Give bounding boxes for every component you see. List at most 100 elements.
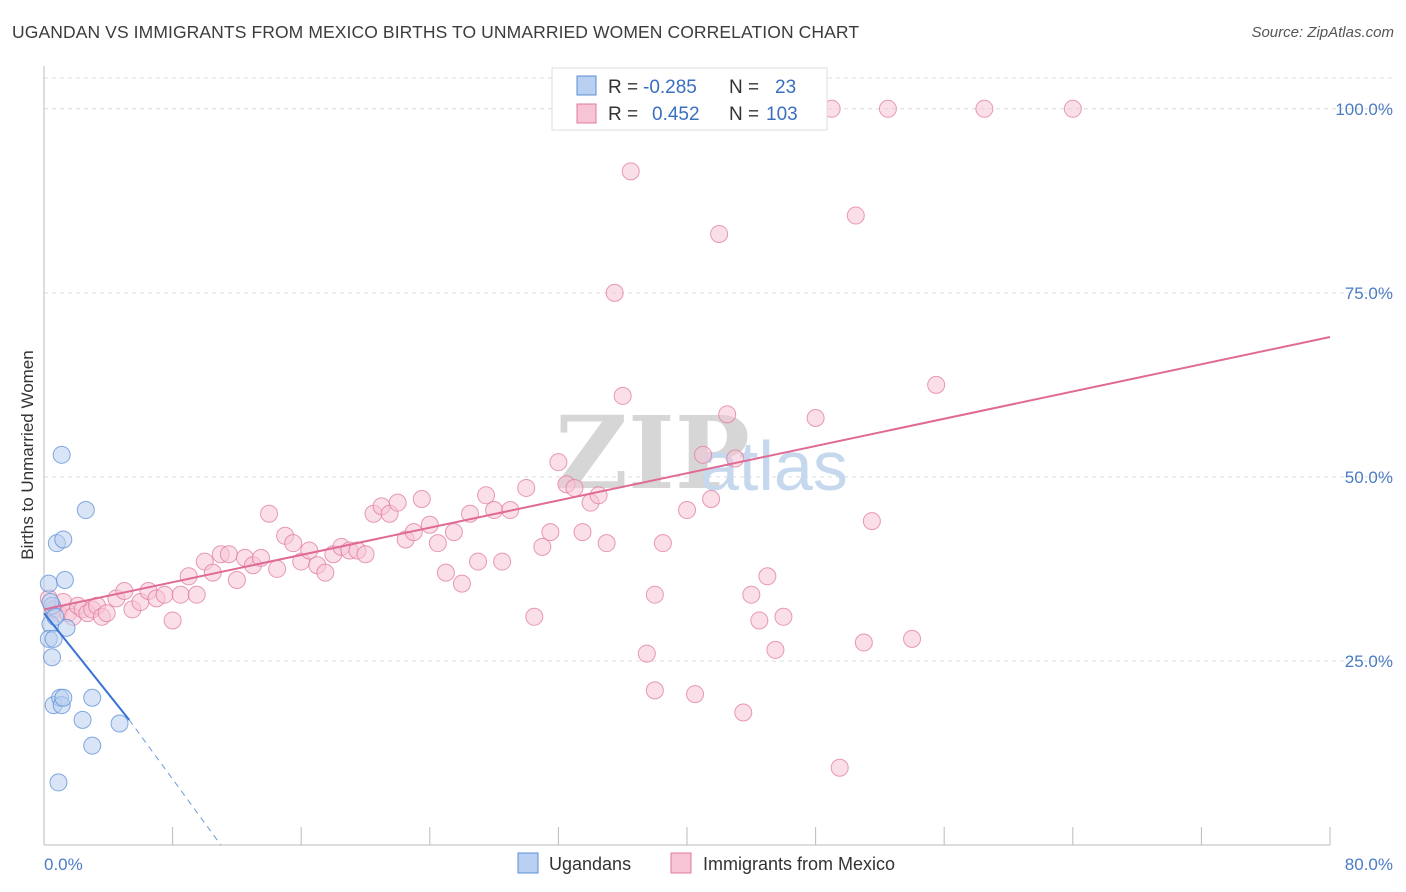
mexico-point-59 [477, 486, 496, 505]
mexico-point-80 [645, 681, 664, 700]
mexico-point-58 [469, 552, 488, 571]
ugandan-point-20 [49, 773, 68, 792]
legend-r-label-2: R = [608, 104, 638, 125]
mexico-point-54 [436, 563, 455, 582]
y-tick-label-1: 50.0% [1345, 468, 1393, 487]
mexico-point-81 [678, 501, 696, 520]
mexico-point-96 [830, 758, 849, 777]
mexico-point-77 [645, 585, 664, 604]
legend-n-value-2: 103 [766, 104, 798, 125]
mexico-point-90 [750, 611, 769, 630]
mexico-point-98 [854, 633, 873, 652]
mexico-point-44 [356, 545, 375, 564]
mexico-point-78 [653, 534, 672, 553]
mexico-point-103 [975, 99, 994, 118]
legend-r-value-2: 0.452 [652, 104, 700, 125]
mexico-point-73 [597, 534, 616, 553]
ugandan-point-7 [52, 445, 71, 464]
mexico-point-33 [268, 559, 287, 578]
mexico-point-83 [694, 445, 713, 464]
grid-lines [44, 77, 1392, 662]
y-tick-label-3: 100.0% [1335, 100, 1393, 119]
mexico-point-55 [444, 523, 463, 542]
ugandan-point-0 [39, 574, 58, 593]
mexico-point-74 [613, 386, 632, 405]
ugandan-trend-extension [128, 719, 222, 846]
ugandan-point-15 [54, 688, 73, 707]
mexico-point-70 [573, 523, 592, 542]
mexico-point-79 [637, 644, 656, 663]
ugandan-point-18 [83, 736, 102, 755]
mexico-point-85 [710, 224, 729, 243]
ugandan-point-22 [46, 607, 65, 626]
mexico-point-20 [163, 611, 182, 630]
mexico-point-99 [862, 512, 881, 531]
mexico-point-52 [420, 515, 439, 534]
axes [43, 66, 1331, 846]
ugandan-trend-line [43, 612, 130, 721]
mexico-point-86 [718, 405, 737, 424]
mexico-point-66 [541, 523, 560, 542]
mexico-point-100 [878, 99, 897, 118]
watermark-zip: ZIP [555, 394, 750, 512]
mexico-point-101 [903, 629, 922, 648]
bottom-legend-ugandans: Ugandans [549, 854, 631, 874]
mexico-point-94 [806, 409, 825, 428]
ugandan-point-10 [57, 618, 76, 637]
mexico-point-63 [517, 478, 536, 497]
mexico-point-48 [388, 493, 407, 512]
mexico-point-21 [171, 585, 190, 604]
bottom-legend: Ugandans Immigrants from Mexico [517, 852, 895, 874]
mexico-point-39 [316, 563, 335, 582]
legend-n-value-1: 23 [775, 77, 796, 98]
mexico-point-72 [589, 486, 608, 505]
mexico-point-104 [1063, 99, 1082, 118]
legend-box: R = -0.285 N = 23 R = 0.452 N = 103 [551, 67, 828, 131]
legend-swatch-pink [576, 103, 597, 124]
x-tick-labels: 0.0% 80.0% [44, 855, 1393, 874]
mexico-point-27 [219, 545, 238, 564]
mexico-point-76 [621, 162, 640, 181]
mexico-point-22 [179, 567, 198, 586]
mexico-point-75 [605, 283, 624, 302]
mexico-point-53 [428, 534, 447, 553]
chart-title: UGANDAN VS IMMIGRANTS FROM MEXICO BIRTHS… [12, 22, 860, 42]
ugandan-point-11 [76, 501, 95, 520]
x-tick-label-max: 80.0% [1345, 855, 1393, 874]
x-tick-label-min: 0.0% [44, 855, 83, 874]
mexico-point-82 [686, 685, 705, 704]
mexico-point-51 [412, 489, 431, 508]
mexico-point-56 [452, 574, 471, 593]
mexico-point-88 [734, 703, 753, 722]
ugandan-point-17 [83, 688, 102, 707]
legend-n-label-1: N = [729, 77, 759, 98]
mexico-point-89 [742, 585, 761, 604]
mexico-point-35 [284, 534, 303, 553]
mexico-trend-line [43, 336, 1331, 611]
mexico-point-91 [758, 567, 777, 586]
mexico-point-97 [846, 206, 865, 225]
mexico-point-102 [927, 375, 946, 394]
ugandan-point-9 [55, 570, 74, 589]
ugandan-point-16 [73, 710, 92, 729]
mexico-point-37 [300, 541, 319, 560]
mexico-point-84 [702, 489, 721, 508]
ugandan-point-4 [44, 629, 63, 648]
bottom-legend-swatch-mexico [670, 852, 692, 874]
mexico-point-23 [187, 585, 206, 604]
bottom-legend-mexico: Immigrants from Mexico [703, 854, 895, 874]
mexico-point-92 [766, 640, 785, 659]
mexico-point-12 [97, 604, 116, 623]
bottom-legend-swatch-ugandans [517, 852, 539, 874]
legend-n-label-2: N = [729, 104, 759, 125]
mexico-point-67 [549, 453, 568, 472]
ugandan-point-19 [110, 714, 129, 733]
mexico-point-65 [533, 537, 552, 556]
y-axis-label: Births to Unmarried Women [18, 350, 37, 559]
mexico-point-93 [774, 607, 793, 626]
legend-r-value-1: -0.285 [643, 77, 697, 98]
mexico-point-64 [525, 607, 544, 626]
mexico-point-19 [155, 585, 174, 604]
data-points [39, 99, 1082, 792]
